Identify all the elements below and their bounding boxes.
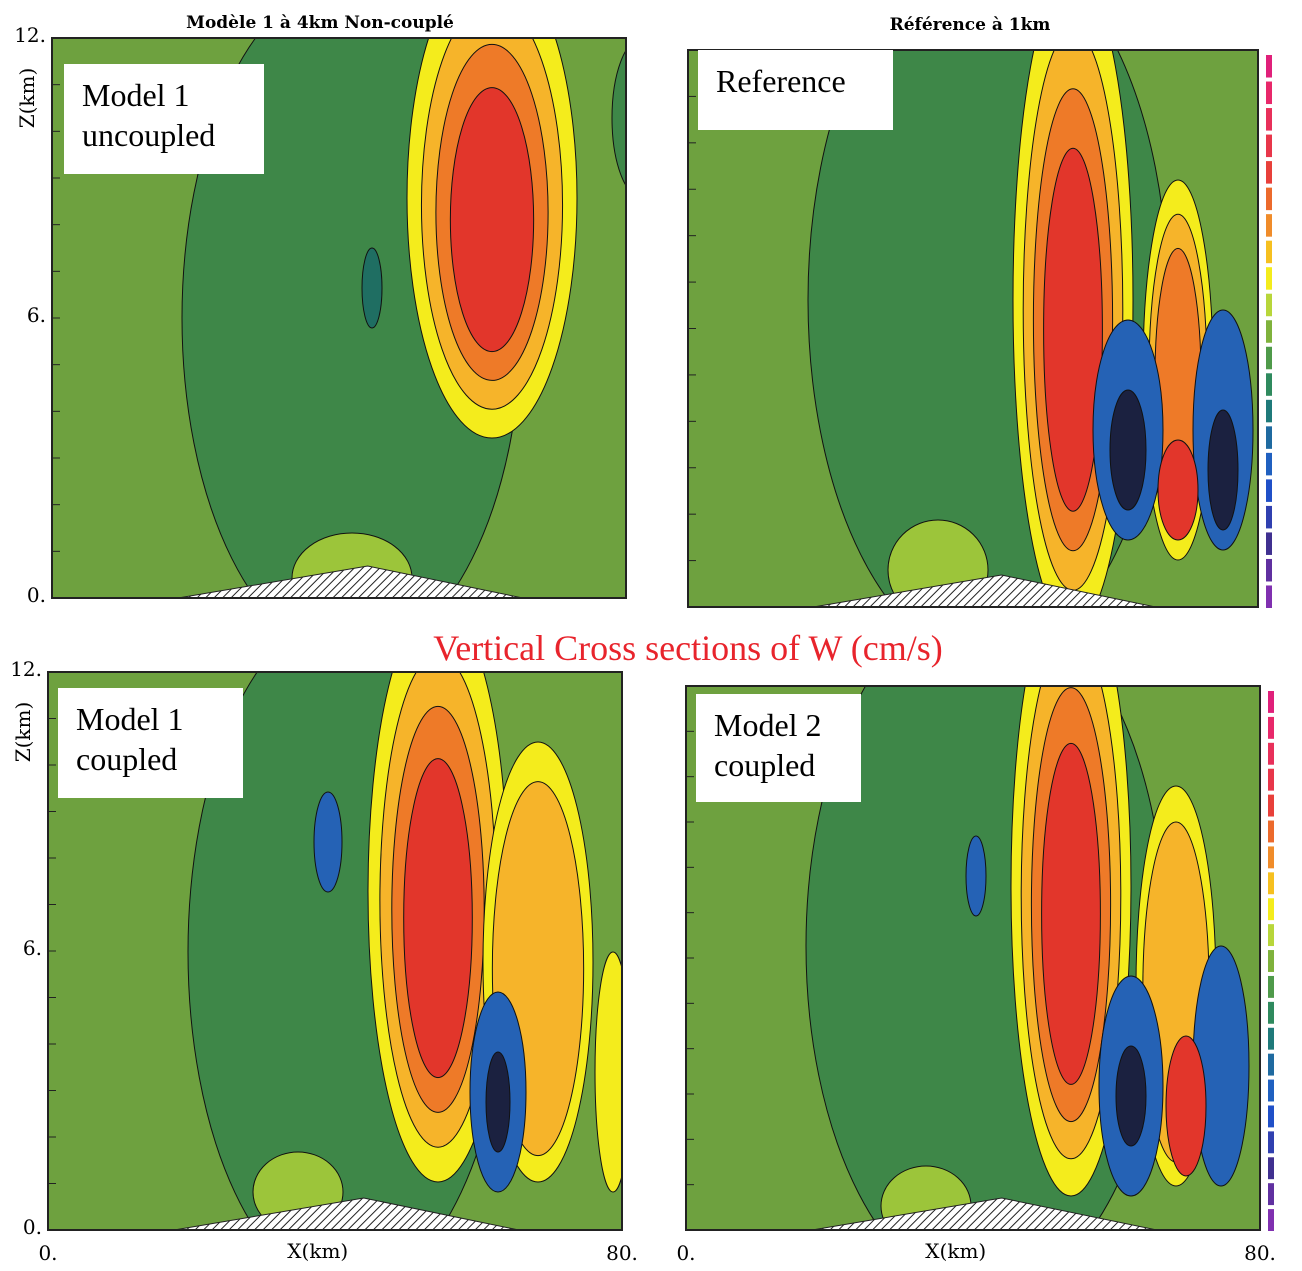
panel-label: Model 2 xyxy=(714,707,822,743)
colorbar-swatch xyxy=(1266,82,1272,105)
colorbar-swatch xyxy=(1266,161,1272,184)
colorbar-swatch xyxy=(1266,532,1272,555)
colorbar-swatch xyxy=(1268,795,1274,817)
colorbar-swatch xyxy=(1266,267,1272,290)
caption: Vertical Cross sections of W (cm/s) xyxy=(433,628,943,668)
x-axis-label: X(km) xyxy=(925,1239,986,1263)
panel-label: coupled xyxy=(76,741,177,777)
panel: Model 1 coupled xyxy=(48,602,631,1271)
colorbar-swatch xyxy=(1266,479,1272,502)
contour xyxy=(1158,440,1198,540)
colorbar-swatch xyxy=(1268,898,1274,920)
x-tick-label: 80. xyxy=(606,1241,638,1265)
panel: Model 2 coupled xyxy=(686,576,1260,1271)
contour xyxy=(314,792,342,892)
colorbar-swatch xyxy=(1268,1183,1274,1205)
panel-title: Référence à 1km xyxy=(890,15,1051,35)
colorbar-swatch xyxy=(1266,373,1272,396)
contour xyxy=(450,88,533,352)
colorbar-swatch xyxy=(1266,320,1272,343)
colorbar-swatch xyxy=(1266,241,1272,264)
contour xyxy=(362,248,382,328)
colorbar-swatch xyxy=(1266,506,1272,529)
y-tick-label: 6. xyxy=(27,303,46,327)
colorbar-swatch xyxy=(1266,426,1272,449)
x-tick-label: 0. xyxy=(38,1241,57,1265)
colorbar-swatch xyxy=(1266,214,1272,237)
colorbar-swatch xyxy=(1266,188,1272,211)
colorbar-swatch xyxy=(1268,1209,1274,1231)
colorbar-swatch xyxy=(1268,872,1274,894)
colorbar-swatch xyxy=(1268,1131,1274,1153)
contour xyxy=(404,759,473,1078)
contour xyxy=(1110,390,1146,510)
colorbar-swatch xyxy=(1266,294,1272,317)
panel-label: Reference xyxy=(716,63,846,99)
colorbar-swatch xyxy=(1268,717,1274,739)
y-tick-label: 6. xyxy=(23,936,42,960)
colorbar-swatch xyxy=(1266,135,1272,158)
y-tick-label: 0. xyxy=(23,1215,42,1239)
contour xyxy=(486,1052,510,1152)
colorbar-swatch xyxy=(1268,1054,1274,1076)
contour xyxy=(1042,743,1101,1084)
panel-title: Modèle 1 à 4km Non-couplé xyxy=(186,13,454,33)
colorbar-swatch xyxy=(1266,108,1272,131)
colorbar-swatch xyxy=(1266,55,1272,78)
panel: Model 1 uncoupled xyxy=(52,0,672,658)
colorbar-swatch xyxy=(1268,769,1274,791)
colorbar-swatch xyxy=(1268,924,1274,946)
panel-label: uncoupled xyxy=(82,117,215,153)
colorbar-swatch xyxy=(1268,743,1274,765)
colorbar-swatch xyxy=(1268,1028,1274,1050)
colorbar-swatch xyxy=(1266,453,1272,476)
contour xyxy=(612,38,672,198)
plot xyxy=(686,576,1260,1271)
y-tick-label: 12. xyxy=(14,23,46,47)
colorbar-swatch xyxy=(1266,585,1272,608)
y-tick-label: 12. xyxy=(10,657,42,681)
x-axis-label: X(km) xyxy=(287,1239,348,1263)
colorbar-swatch xyxy=(1268,691,1274,713)
contour xyxy=(1116,1046,1146,1146)
panel-label: Model 1 xyxy=(76,701,184,737)
colorbar-swatch xyxy=(1266,347,1272,370)
colorbar-swatch xyxy=(1268,1080,1274,1102)
panel-label: coupled xyxy=(714,747,815,783)
x-tick-label: 0. xyxy=(676,1241,695,1265)
colorbar-swatch xyxy=(1268,950,1274,972)
x-tick-label: 80. xyxy=(1244,1241,1276,1265)
colorbar-swatch xyxy=(1268,1157,1274,1179)
panel: Reference xyxy=(688,0,1258,660)
y-tick-label: 0. xyxy=(27,583,46,607)
contour xyxy=(966,836,986,916)
y-axis-label: Z(km) xyxy=(11,702,35,763)
contour xyxy=(595,952,631,1192)
colorbar-swatch xyxy=(1268,1105,1274,1127)
colorbar-swatch xyxy=(1266,400,1272,423)
colorbar-swatch xyxy=(1268,846,1274,868)
colorbar-swatch xyxy=(1268,821,1274,843)
figure: Vertical Cross sections of W (cm/s) Mode… xyxy=(0,0,1302,1271)
contour xyxy=(1166,1036,1206,1176)
colorbar-swatch xyxy=(1268,1002,1274,1024)
y-axis-label: Z(km) xyxy=(15,68,39,129)
colorbar-swatch xyxy=(1266,559,1272,582)
contour xyxy=(1208,410,1238,530)
panel-label: Model 1 xyxy=(82,77,190,113)
colorbar-swatch xyxy=(1268,976,1274,998)
